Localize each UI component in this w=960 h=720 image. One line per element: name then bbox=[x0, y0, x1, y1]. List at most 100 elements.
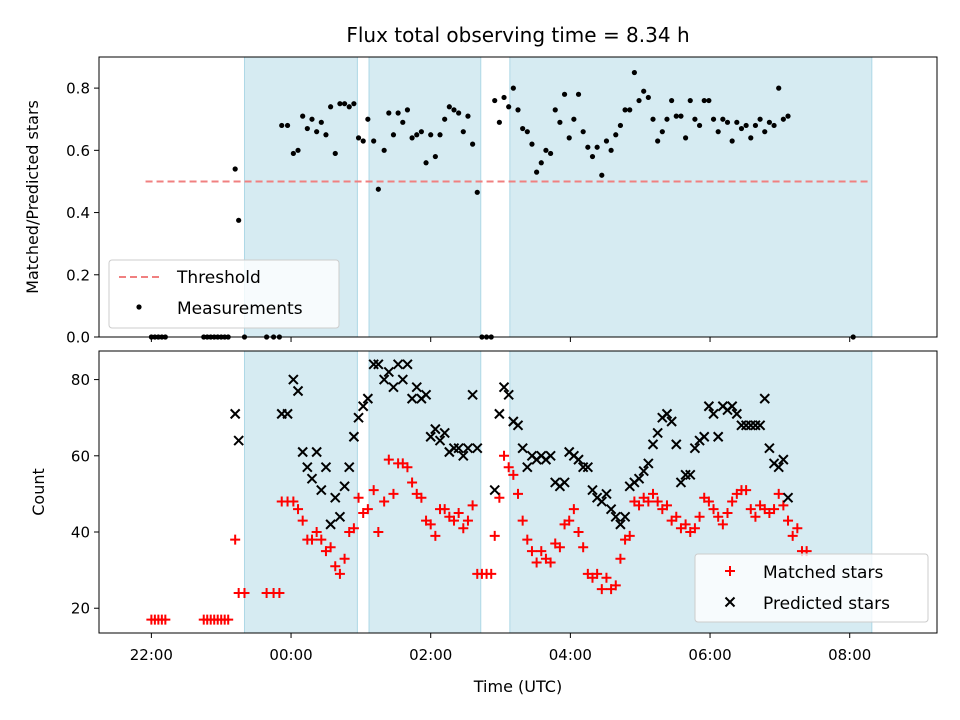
matched-star-point bbox=[388, 488, 399, 499]
measurement-point bbox=[687, 97, 693, 104]
predicted-star-point bbox=[420, 389, 432, 401]
measurement-point bbox=[766, 119, 773, 125]
measurement-point bbox=[346, 104, 352, 110]
matched-star-point bbox=[311, 527, 322, 538]
top-x-ticks bbox=[150, 337, 851, 342]
matched-star-point bbox=[489, 530, 500, 541]
legend-predicted-swatch bbox=[724, 596, 736, 608]
predicted-star-point bbox=[759, 393, 770, 404]
matched-star-point bbox=[578, 542, 589, 553]
matched-star-point bbox=[615, 553, 626, 564]
y-tick-label: 80 bbox=[71, 371, 90, 389]
predicted-star-point bbox=[425, 431, 436, 442]
predicted-star-point bbox=[378, 374, 390, 385]
measurement-point bbox=[692, 116, 698, 122]
matched-star-point bbox=[325, 542, 336, 553]
measurement-point bbox=[585, 144, 591, 150]
matched-star-point bbox=[536, 546, 547, 557]
matched-star-point bbox=[787, 530, 798, 541]
measurement-point bbox=[669, 97, 675, 104]
measurement-point bbox=[743, 122, 749, 129]
predicted-star-point bbox=[764, 442, 775, 454]
measurement-point bbox=[375, 186, 381, 192]
measurement-point bbox=[543, 147, 549, 153]
measurement-point bbox=[501, 94, 507, 101]
bottom-legend: Matched stars Predicted stars bbox=[694, 553, 929, 623]
x-axis-label: Time (UTC) bbox=[473, 677, 562, 696]
measurement-point bbox=[748, 135, 754, 141]
predicted-star-point bbox=[388, 381, 399, 393]
predicted-star-point bbox=[373, 359, 384, 370]
measurement-point bbox=[390, 132, 397, 138]
matched-star-point bbox=[554, 542, 565, 553]
measurement-point bbox=[437, 132, 443, 138]
matched-star-point bbox=[316, 534, 327, 545]
measurement-point bbox=[236, 217, 242, 223]
matched-star-point bbox=[601, 572, 612, 583]
measurement-point bbox=[710, 116, 717, 122]
predicted-star-point bbox=[503, 389, 514, 401]
measurement-point bbox=[622, 107, 628, 113]
predicted-star-point bbox=[559, 477, 570, 488]
measurement-point bbox=[470, 141, 476, 147]
top-y-ticks: 0.0 0.2 0.4 0.6 0.8 bbox=[66, 80, 99, 347]
predicted-star-point bbox=[633, 473, 645, 484]
measurement-point bbox=[785, 113, 791, 119]
matched-star-point bbox=[526, 546, 537, 557]
matched-star-point bbox=[230, 534, 241, 545]
measurement-point bbox=[428, 132, 434, 138]
matched-star-point bbox=[610, 580, 621, 591]
matched-star-point bbox=[274, 587, 285, 598]
measurement-point bbox=[496, 119, 502, 125]
predicted-star-point bbox=[311, 446, 322, 458]
predicted-star-point bbox=[666, 416, 677, 427]
matched-star-point bbox=[517, 515, 528, 526]
bottom-axes-frame bbox=[98, 350, 938, 634]
measurement-point bbox=[534, 169, 540, 175]
matched-star-point bbox=[750, 511, 761, 522]
legend-box bbox=[694, 553, 929, 623]
predicted-star-point bbox=[712, 431, 724, 442]
measurement-point bbox=[599, 172, 605, 178]
measurement-point bbox=[432, 153, 438, 160]
measurement-point bbox=[678, 113, 684, 119]
measurement-point bbox=[757, 116, 763, 122]
measurement-point bbox=[404, 107, 411, 113]
predicted-star-point bbox=[320, 462, 332, 473]
x-tick-label: 08:00 bbox=[828, 646, 871, 664]
matched-star-point bbox=[727, 496, 738, 507]
y-tick-label: 0.8 bbox=[66, 80, 90, 98]
measurement-point bbox=[492, 97, 498, 104]
y-tick-label: 0.0 bbox=[66, 329, 90, 347]
matched-star-point bbox=[792, 523, 803, 534]
predicted-star-point bbox=[703, 401, 715, 412]
measurement-point bbox=[418, 129, 424, 135]
predicted-star-point bbox=[643, 458, 654, 469]
measurement-point bbox=[371, 138, 377, 144]
predicted-star-point bbox=[339, 481, 350, 492]
matched-star-point bbox=[293, 504, 304, 515]
matched-star-point bbox=[467, 500, 478, 511]
matched-star-point bbox=[680, 519, 691, 530]
predicted-star-point bbox=[282, 408, 293, 420]
predicted-star-point bbox=[498, 381, 510, 393]
predicted-star-point bbox=[411, 381, 422, 393]
measurement-point bbox=[524, 129, 530, 135]
matched-star-point bbox=[458, 523, 469, 534]
measurement-point bbox=[351, 101, 357, 107]
measurement-point bbox=[631, 69, 637, 76]
predicted-star-point bbox=[353, 412, 364, 423]
measurement-point bbox=[683, 135, 689, 141]
predicted-star-point bbox=[316, 484, 327, 496]
measurement-point bbox=[409, 135, 415, 141]
matched-star-point bbox=[339, 553, 350, 564]
matched-star-point bbox=[648, 488, 659, 499]
measurement-point bbox=[506, 104, 512, 110]
legend-predicted-label: Predicted stars bbox=[763, 594, 890, 614]
measurement-point bbox=[720, 116, 726, 122]
measurement-point bbox=[715, 129, 721, 135]
predicted-star-point bbox=[685, 469, 696, 481]
predicted-star-point bbox=[288, 374, 299, 385]
